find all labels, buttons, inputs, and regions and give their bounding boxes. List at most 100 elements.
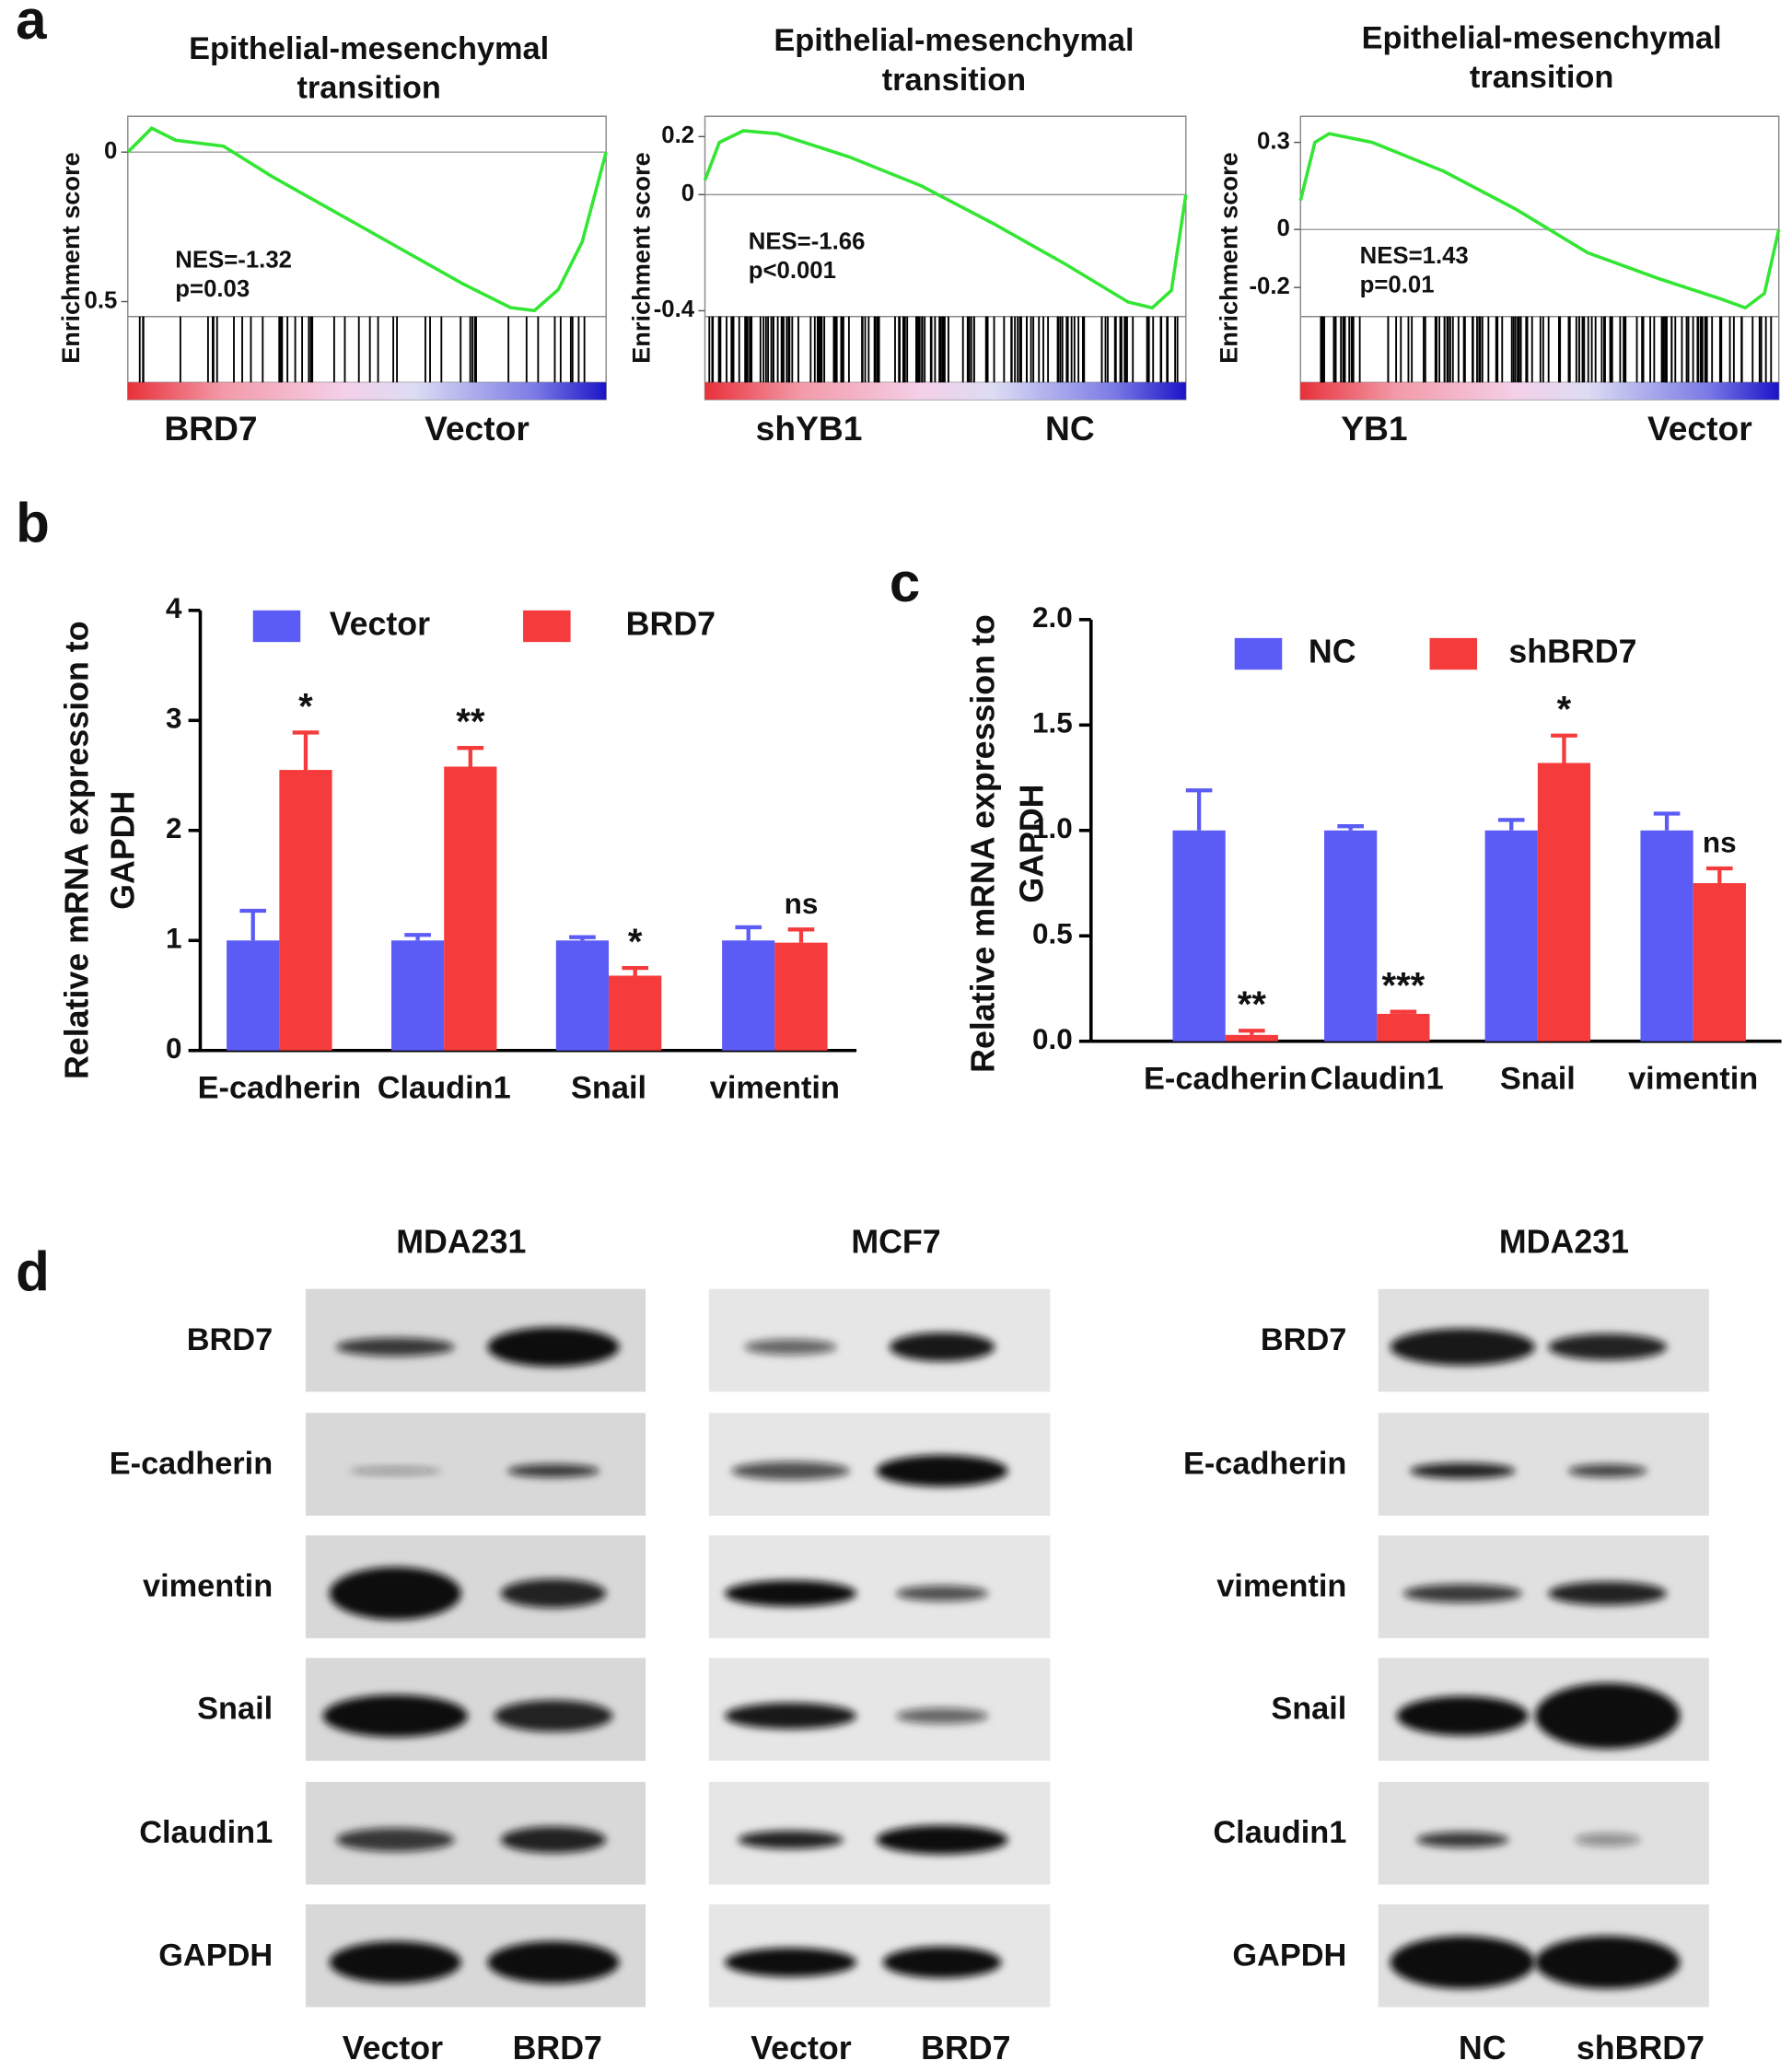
y-tick-label: 0 <box>1277 215 1290 241</box>
annotation: p=0.01 <box>1360 273 1435 298</box>
band <box>876 1825 1008 1855</box>
band <box>896 1585 989 1601</box>
band <box>896 1707 989 1724</box>
blot-row-label: vimentin <box>1216 1569 1346 1604</box>
blot-title: MDA231 <box>1499 1224 1629 1261</box>
panel-label: b <box>16 493 50 554</box>
error-bar <box>1497 818 1525 831</box>
error-bar <box>1185 788 1213 831</box>
y-axis-label: Relative mRNA expression to <box>965 614 1002 1073</box>
blot-row-label: Snail <box>197 1692 273 1727</box>
bar <box>279 770 332 1051</box>
blot-title: MDA231 <box>396 1224 526 1261</box>
group-label: NC <box>1045 409 1095 448</box>
bar <box>227 940 280 1051</box>
bar <box>774 942 828 1051</box>
band <box>1410 1462 1516 1479</box>
x-tick-label: vimentin <box>710 1071 840 1106</box>
blot-frame <box>1378 1781 1709 1885</box>
band <box>494 1700 613 1732</box>
bar <box>1377 1013 1430 1042</box>
chart-title: Epithelial-mesenchymal <box>1362 20 1722 55</box>
bar <box>1324 830 1378 1042</box>
group-label: shYB1 <box>756 409 863 448</box>
error-bar <box>292 730 320 771</box>
band <box>329 1941 461 1984</box>
significance: ** <box>1238 984 1267 1025</box>
error-bar <box>622 965 648 976</box>
band <box>329 1566 461 1620</box>
band <box>876 1455 1008 1487</box>
group-label: BRD7 <box>164 409 257 448</box>
rank-bar <box>704 382 1186 400</box>
annotation: NES=1.43 <box>1360 243 1469 269</box>
significance: * <box>628 922 643 962</box>
band <box>724 1579 857 1607</box>
y-tick-label: 0 <box>104 138 117 164</box>
y-tick-label: 0.2 <box>661 122 694 148</box>
band <box>1402 1584 1522 1603</box>
band <box>1567 1464 1647 1478</box>
bar <box>1172 830 1226 1042</box>
blot-row-label: Claudin1 <box>1213 1815 1346 1850</box>
legend-label: NC <box>1309 633 1356 669</box>
x-tick-label: Claudin1 <box>378 1071 511 1106</box>
blot-row-label: E-cadherin <box>110 1447 273 1482</box>
blot-title: MCF7 <box>851 1224 940 1261</box>
band <box>1548 1333 1668 1360</box>
enrichment-line <box>1298 132 1781 310</box>
band <box>744 1339 837 1356</box>
legend-label: Vector <box>330 605 430 642</box>
chart-title: Epithelial-mesenchymal <box>189 31 549 66</box>
band <box>1548 1581 1668 1606</box>
band <box>487 1327 620 1368</box>
enrichment-line <box>703 129 1188 310</box>
band <box>731 1461 850 1481</box>
bar <box>1693 883 1746 1042</box>
annotation: p<0.001 <box>749 258 836 284</box>
group-label: Vector <box>425 409 529 448</box>
y-tick-label: -0.4 <box>654 297 695 322</box>
bar <box>555 940 610 1051</box>
significance: ns <box>1703 827 1737 859</box>
blot-row-label: vimentin <box>143 1569 273 1604</box>
group-label: YB1 <box>1341 409 1407 448</box>
x-tick-label: Snail <box>1500 1062 1576 1097</box>
blot-row-label: Claudin1 <box>139 1815 273 1850</box>
significance: * <box>1557 690 1572 730</box>
blot-row-label: Snail <box>1271 1692 1346 1727</box>
bar <box>1484 830 1538 1042</box>
error-bar <box>457 746 484 767</box>
bar <box>390 940 445 1051</box>
legend-label: shBRD7 <box>1508 633 1636 669</box>
blot-row-label: GAPDH <box>158 1938 273 1973</box>
chart-title: transition <box>297 71 440 106</box>
blot-row-label: GAPDH <box>1232 1938 1346 1973</box>
band <box>487 1941 620 1984</box>
y-tick-label: 1.5 <box>1032 707 1073 739</box>
band <box>1390 1936 1535 1989</box>
rank-bar <box>1300 382 1779 400</box>
legend-swatch <box>1234 637 1283 670</box>
bar <box>609 975 662 1051</box>
y-axis-label: Enrichment score <box>56 152 85 364</box>
error-bar <box>787 927 815 943</box>
lane-label: BRD7 <box>921 2030 1010 2066</box>
x-tick-label: E-cadherin <box>1144 1062 1307 1097</box>
lane-label: shBRD7 <box>1577 2030 1705 2066</box>
bar <box>1537 762 1591 1042</box>
significance: *** <box>1382 965 1425 1006</box>
significance: * <box>298 686 313 727</box>
blot-frame <box>1378 1413 1709 1516</box>
band <box>882 1946 1002 1979</box>
band <box>335 1827 455 1852</box>
band <box>349 1466 442 1475</box>
bar <box>1640 830 1693 1042</box>
band <box>724 1703 857 1729</box>
blot-frame <box>305 1413 646 1516</box>
panel-label: a <box>16 0 47 51</box>
error-bar <box>1705 866 1733 884</box>
rank-bar <box>127 382 607 400</box>
y-tick-label: 0.5 <box>85 287 118 313</box>
